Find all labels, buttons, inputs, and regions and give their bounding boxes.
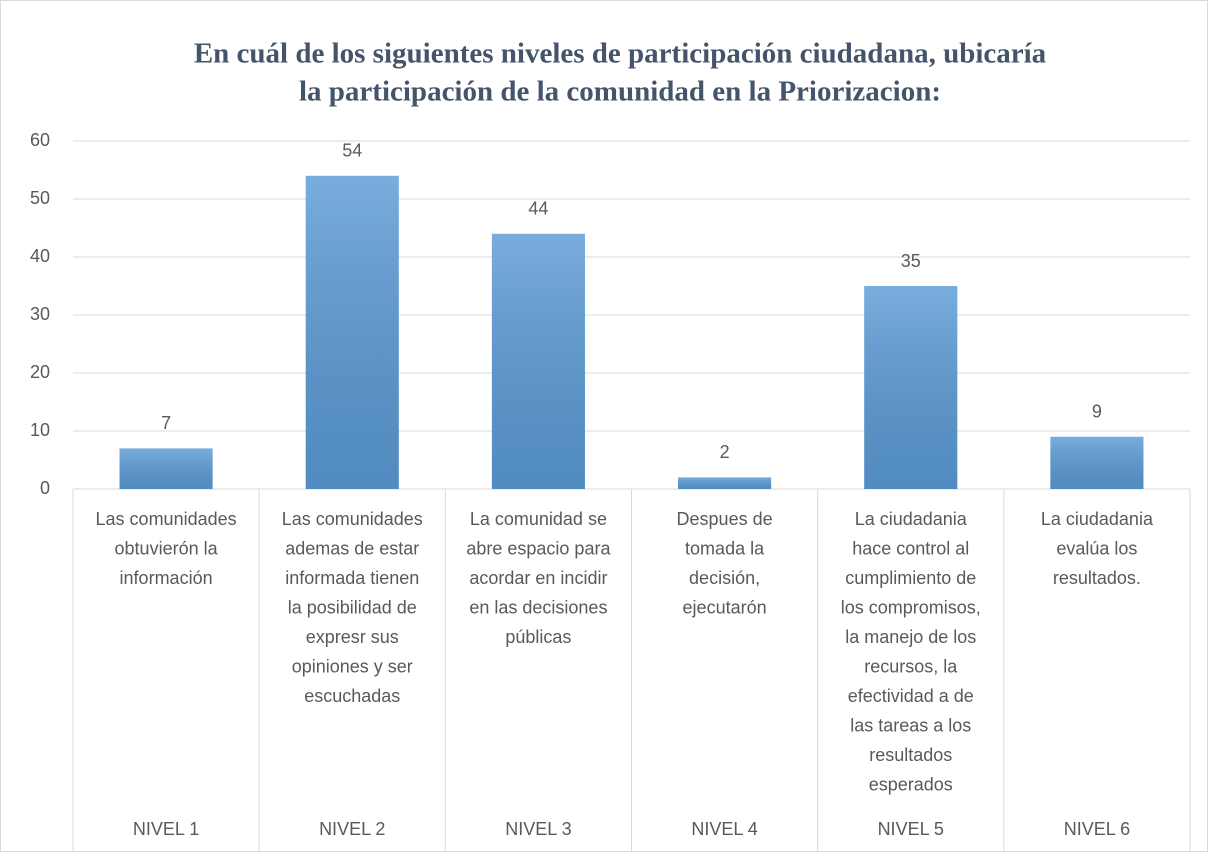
category-description: esperados — [869, 774, 953, 794]
x-tick-label: NIVEL 4 — [691, 819, 757, 839]
category-description: ademas de estar — [285, 538, 419, 558]
category-description: cumplimiento de — [845, 568, 976, 588]
x-tick-label: NIVEL 3 — [505, 819, 571, 839]
y-tick-label: 0 — [40, 478, 50, 498]
x-tick-label: NIVEL 2 — [319, 819, 385, 839]
category-description: la manejo de los — [845, 627, 976, 647]
category-description: La ciudadania — [855, 509, 968, 529]
value-label: 54 — [342, 141, 362, 161]
category-description: en las decisiones — [469, 597, 607, 617]
chart-title: la participación de la comunidad en la P… — [299, 76, 941, 108]
x-tick-label: NIVEL 1 — [133, 819, 199, 839]
value-label: 44 — [528, 199, 548, 219]
category-description: decisión, — [689, 568, 760, 588]
category-description: ejecutarón — [683, 597, 767, 617]
value-label: 9 — [1092, 402, 1102, 422]
value-label: 7 — [161, 413, 171, 433]
y-tick-label: 10 — [30, 420, 50, 440]
category-description: opiniones y ser — [292, 656, 413, 676]
category-description: Las comunidades — [96, 509, 237, 529]
chart-title: En cuál de los siguientes niveles de par… — [194, 38, 1047, 70]
value-label: 2 — [720, 442, 730, 462]
bar-shade — [678, 477, 772, 489]
bar-shade — [1050, 436, 1144, 489]
category-description: públicas — [505, 627, 571, 647]
category-description: hace control al — [852, 538, 969, 558]
x-tick-label: NIVEL 6 — [1064, 819, 1130, 839]
x-tick-label: NIVEL 5 — [878, 819, 944, 839]
category-description: expresr sus — [306, 627, 399, 647]
value-label: 35 — [901, 251, 921, 271]
category-description: recursos, la — [864, 656, 958, 676]
y-tick-label: 50 — [30, 188, 50, 208]
category-description: La ciudadania — [1041, 509, 1154, 529]
category-description: Despues de — [677, 509, 773, 529]
category-description: informada tienen — [285, 568, 419, 588]
category-description: resultados. — [1053, 568, 1141, 588]
category-description: evalúa los — [1056, 538, 1137, 558]
y-tick-label: 20 — [30, 362, 50, 382]
category-description: obtuvierón la — [115, 538, 219, 558]
bar-shade — [864, 286, 958, 489]
category-description: los compromisos, — [841, 597, 981, 617]
bar-shade — [119, 448, 213, 489]
y-tick-label: 60 — [30, 130, 50, 150]
category-description: la posibilidad de — [288, 597, 417, 617]
category-description: tomada la — [685, 538, 765, 558]
category-description: La comunidad se — [470, 509, 607, 529]
y-tick-label: 30 — [30, 304, 50, 324]
category-description: escuchadas — [304, 686, 400, 706]
category-description: resultados — [869, 745, 952, 765]
y-tick-label: 40 — [30, 246, 50, 266]
category-description: abre espacio para — [466, 538, 611, 558]
category-description: acordar en incidir — [469, 568, 607, 588]
category-description: las tareas a los — [850, 715, 971, 735]
category-description: información — [120, 568, 213, 588]
bar-shade — [491, 233, 585, 489]
category-description: efectividad a de — [848, 686, 974, 706]
bar-shade — [305, 175, 399, 490]
category-description: Las comunidades — [282, 509, 423, 529]
